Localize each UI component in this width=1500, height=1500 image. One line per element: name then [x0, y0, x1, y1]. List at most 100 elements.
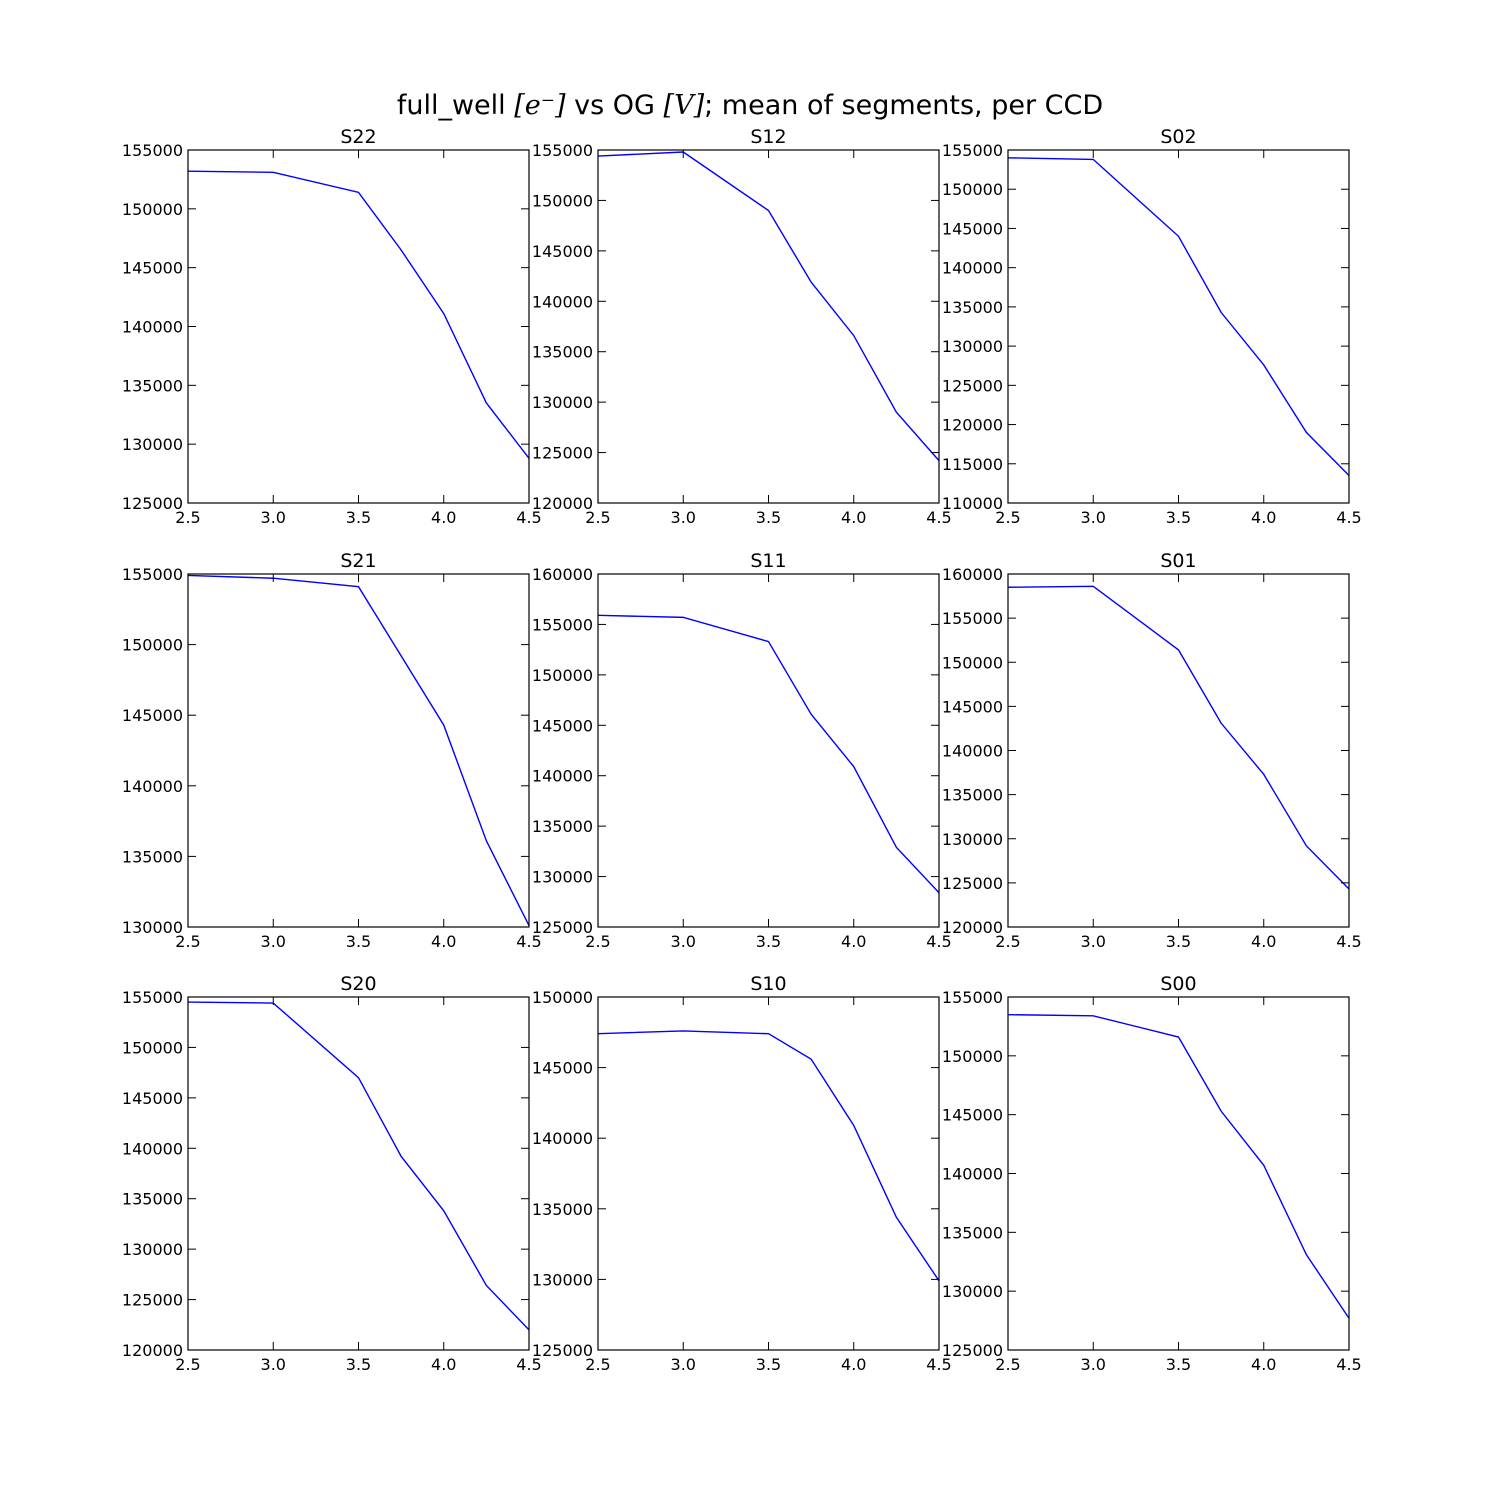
y-tick-label-s02: 135000	[942, 298, 1003, 317]
subplot-title-s12: S12	[750, 126, 786, 148]
y-tick-label-s02: 140000	[942, 259, 1003, 278]
y-tick-label-s21: 155000	[122, 565, 183, 584]
subplot-title-s11: S11	[750, 550, 786, 572]
x-tick-label-s11: 3.5	[756, 932, 781, 951]
y-tick-label-s11: 160000	[532, 565, 593, 584]
subplot-s10: 2.5 3.0 3.5 4.0 4.5 125000 130000 135000 140000 1…	[532, 973, 952, 1374]
y-tick-label-s12: 135000	[532, 343, 593, 362]
title-mid: vs OG	[566, 90, 664, 121]
y-tick-label-s02: 145000	[942, 219, 1003, 238]
y-tick-label-s20: 145000	[122, 1089, 183, 1108]
y-tick-label-s01: 140000	[942, 742, 1003, 761]
y-tick-label-s10: 140000	[532, 1129, 593, 1148]
y-tick-label-s11: 125000	[532, 918, 593, 937]
y-tick-label-s22: 140000	[122, 318, 183, 337]
axes-frame-s11	[597, 573, 940, 928]
y-tick-label-s20: 150000	[122, 1038, 183, 1057]
x-tick-label-s02: 3.5	[1166, 508, 1191, 527]
y-tick-label-s21: 140000	[122, 777, 183, 796]
subplot-title-s21: S21	[340, 550, 376, 572]
x-tick-label-s01: 4.0	[1251, 932, 1276, 951]
y-tick-label-s10: 125000	[532, 1341, 593, 1360]
y-tick-label-s22: 155000	[122, 141, 183, 160]
y-tick-label-s20: 140000	[122, 1139, 183, 1158]
series-line-s22	[187, 170, 530, 459]
x-tick-label-s00: 4.0	[1251, 1355, 1276, 1374]
series-line-s11	[597, 614, 940, 894]
y-tick-label-s22: 135000	[122, 376, 183, 395]
title-suffix: ; mean of segments, per CCD	[704, 90, 1103, 121]
axes-frame-s00	[1007, 996, 1350, 1351]
x-tick-label-s22: 4.0	[431, 508, 456, 527]
axes-frame-s01	[1007, 573, 1350, 928]
y-tick-label-s01: 145000	[942, 697, 1003, 716]
x-tick-label-s11: 4.0	[841, 932, 866, 951]
y-tick-label-s02: 125000	[942, 376, 1003, 395]
y-tick-label-s02: 150000	[942, 180, 1003, 199]
axes-frame-s22	[187, 149, 530, 504]
x-tick-label-s01: 3.5	[1166, 932, 1191, 951]
series-line-s20	[187, 1001, 530, 1331]
y-tick-label-s00: 135000	[942, 1223, 1003, 1242]
x-tick-label-s02: 3.0	[1081, 508, 1106, 527]
y-tick-label-s01: 155000	[942, 609, 1003, 628]
y-tick-label-s11: 155000	[532, 615, 593, 634]
subplot-grid: 2.5 3.0 3.5 4.0 4.51250001300001350001400001…	[122, 126, 1362, 1374]
y-tick-label-s12: 155000	[532, 141, 593, 160]
title-prefix: full_well	[397, 90, 514, 121]
figure-title: full_well [e⁻] vs OG [V]; mean of segmen…	[397, 90, 1103, 121]
y-tick-label-s21: 130000	[122, 918, 183, 937]
y-tick-label-s01: 160000	[942, 565, 1003, 584]
x-tick-label-s01: 2.5	[995, 932, 1020, 951]
subplot-title-s22: S22	[340, 126, 376, 148]
y-tick-label-s12: 125000	[532, 444, 593, 463]
series-line-s00	[1007, 1013, 1350, 1319]
x-tick-label-s02: 4.0	[1251, 508, 1276, 527]
x-tick-label-s20: 2.5	[175, 1355, 200, 1374]
y-tick-label-s10: 135000	[532, 1200, 593, 1219]
y-tick-label-s10: 145000	[532, 1059, 593, 1078]
x-tick-label-s21: 2.5	[175, 932, 200, 951]
subplot-s22: 2.5 3.0 3.5 4.0 4.5 125000 130000 135000 140000 1…	[122, 126, 542, 527]
x-tick-label-s21: 3.0	[261, 932, 286, 951]
series-line-s21	[187, 574, 530, 926]
y-tick-label-s12: 140000	[532, 292, 593, 311]
x-tick-label-s12: 2.5	[585, 508, 610, 527]
x-tick-label-s10: 3.0	[671, 1355, 696, 1374]
x-tick-label-s12: 4.5	[926, 508, 951, 527]
subplot-s21: 2.5 3.0 3.5 4.0 4.5 130000 135000 140000 145000 1…	[122, 550, 542, 951]
y-tick-label-s12: 120000	[532, 494, 593, 513]
y-tick-label-s00: 150000	[942, 1047, 1003, 1066]
y-tick-label-s02: 110000	[942, 494, 1003, 513]
y-tick-label-s00: 125000	[942, 1341, 1003, 1360]
y-tick-label-s11: 135000	[532, 817, 593, 836]
y-tick-label-s20: 155000	[122, 988, 183, 1007]
y-tick-label-s22: 130000	[122, 435, 183, 454]
series-line-s01	[1007, 585, 1350, 890]
axes-frame-s12	[597, 149, 940, 504]
x-tick-label-s20: 3.0	[261, 1355, 286, 1374]
x-tick-label-s20: 4.5	[516, 1355, 541, 1374]
y-tick-label-s21: 150000	[122, 636, 183, 655]
subplot-title-s10: S10	[750, 973, 786, 995]
x-tick-label-s22: 3.5	[346, 508, 371, 527]
y-tick-label-s20: 135000	[122, 1190, 183, 1209]
subplot-s01: 2.5 3.0 3.5 4.0 4.5 120000 125000 130000 135000 1…	[942, 550, 1362, 951]
y-tick-label-s20: 120000	[122, 1341, 183, 1360]
y-tick-label-s01: 150000	[942, 653, 1003, 672]
subplot-s20: 2.5 3.0 3.5 4.0 4.5 120000 125000 130000 135000 1…	[122, 973, 542, 1374]
y-tick-label-s20: 130000	[122, 1240, 183, 1259]
y-tick-label-s00: 145000	[942, 1106, 1003, 1125]
y-tick-label-s12: 145000	[532, 242, 593, 261]
y-tick-label-s22: 145000	[122, 259, 183, 278]
y-tick-label-s02: 120000	[942, 416, 1003, 435]
subplot-s12: 2.5 3.0 3.5 4.0 4.5 120000 125000 130000 135000 1…	[532, 126, 952, 527]
y-tick-label-s01: 135000	[942, 786, 1003, 805]
y-tick-label-s02: 155000	[942, 141, 1003, 160]
subplot-title-s01: S01	[1160, 550, 1196, 572]
x-tick-label-s10: 4.5	[926, 1355, 951, 1374]
x-tick-label-s21: 4.0	[431, 932, 456, 951]
x-tick-label-s00: 2.5	[995, 1355, 1020, 1374]
axes-frame-s21	[187, 573, 530, 928]
